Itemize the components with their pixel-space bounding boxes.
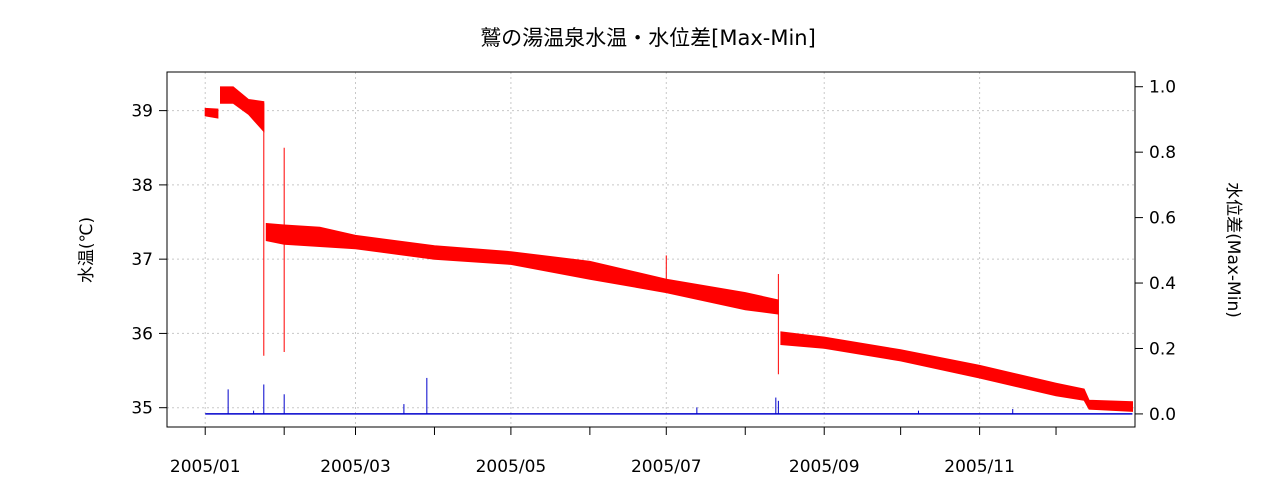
x-tick-label: 2005/05 [476, 457, 547, 477]
y-left-tick-label: 35 [131, 399, 153, 419]
y-right-axis-title: 水位差(Max-Min) [1223, 182, 1243, 318]
temperature-band [780, 331, 1133, 412]
water-temperature-series [204, 86, 1133, 412]
water-level-diff-series [205, 377, 1133, 415]
y-left-axis-title: 水温(℃) [77, 217, 97, 283]
y-left-tick-label: 36 [131, 324, 153, 344]
x-tick-label: 2005/03 [320, 457, 391, 477]
x-tick-label: 2005/01 [170, 457, 241, 477]
grid [167, 72, 1135, 427]
y-right-tick-label: 0.2 [1149, 339, 1176, 359]
chart-title: 鷲の湯温泉水温・水位差[Max-Min] [480, 26, 816, 50]
temperature-band [265, 222, 779, 315]
temperature-band [220, 86, 265, 133]
x-tick-label: 2005/07 [631, 457, 702, 477]
y-right-axis: 0.0 0.2 0.4 0.6 0.8 1.0 [1135, 78, 1176, 425]
y-right-tick-label: 0.6 [1149, 209, 1176, 229]
y-left-tick-label: 38 [131, 176, 153, 196]
plot-frame [166, 71, 1136, 428]
y-left-axis: 35 36 37 38 39 [131, 102, 167, 419]
y-right-tick-label: 0.4 [1149, 274, 1176, 294]
x-tick-label: 2005/11 [944, 457, 1015, 477]
y-right-tick-label: 1.0 [1149, 78, 1176, 98]
y-right-tick-label: 0.0 [1149, 405, 1176, 425]
y-left-tick-label: 37 [131, 250, 153, 270]
y-right-tick-label: 0.8 [1149, 143, 1176, 163]
temperature-band [204, 107, 219, 119]
x-axis: 2005/01 2005/03 2005/05 2005/07 2005/09 2005/… [170, 427, 1057, 477]
y-left-tick-label: 39 [131, 102, 153, 122]
x-tick-label: 2005/09 [789, 457, 860, 477]
